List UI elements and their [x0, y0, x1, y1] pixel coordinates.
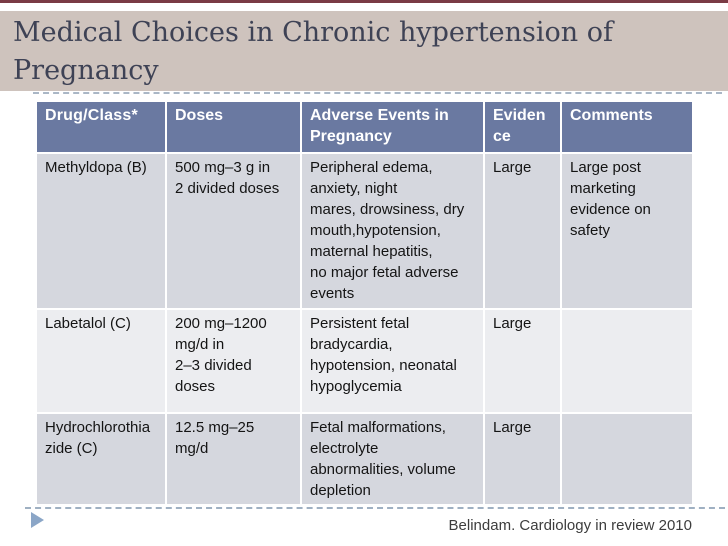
- footer-divider: [25, 507, 725, 509]
- table-row-labetalol: Labetalol (C) 200 mg–1200 mg/d in 2–3 di…: [35, 308, 694, 414]
- header-comments: Comments: [560, 100, 694, 154]
- title-block: Medical Choices in Chronic hypertension …: [0, 11, 728, 91]
- cell-adverse-events: Persistent fetal bradycardia, hypotensio…: [300, 308, 485, 414]
- citation: Belindam. Cardiology in review 2010: [448, 517, 692, 534]
- cell-comments: Large post marketing evidence on safety: [560, 152, 694, 310]
- cell-evidence: Large: [483, 308, 562, 414]
- cell-adverse-events: Peripheral edema, anxiety, night mares, …: [300, 152, 485, 310]
- table-header-row: Drug/Class* Doses Adverse Events in Preg…: [35, 100, 694, 154]
- bullet-arrow-icon: [31, 512, 44, 528]
- drug-table: Drug/Class* Doses Adverse Events in Preg…: [35, 100, 694, 506]
- slide-title: Medical Choices in Chronic hypertension …: [13, 17, 613, 86]
- table-row-methyldopa: Methyldopa (B) 500 mg–3 g in 2 divided d…: [35, 152, 694, 310]
- title-divider: [33, 92, 722, 94]
- table-row-hydrochlorothiazide: Hydrochlorothiazide (C) 12.5 mg–25 mg/d …: [35, 412, 694, 506]
- cell-adverse-events: Fetal malformations, electrolyte abnorma…: [300, 412, 485, 506]
- cell-comments: [560, 412, 694, 506]
- cell-comments: [560, 308, 694, 414]
- top-accent-line: [0, 0, 728, 3]
- cell-doses: 12.5 mg–25 mg/d: [165, 412, 302, 506]
- header-evidence: Evidence: [483, 100, 562, 154]
- header-adverse-events: Adverse Events in Pregnancy: [300, 100, 485, 154]
- header-doses: Doses: [165, 100, 302, 154]
- cell-drug: Labetalol (C): [35, 308, 167, 414]
- header-drug-class: Drug/Class*: [35, 100, 167, 154]
- cell-drug: Hydrochlorothiazide (C): [35, 412, 167, 506]
- cell-evidence: Large: [483, 412, 562, 506]
- cell-doses: 200 mg–1200 mg/d in 2–3 divided doses: [165, 308, 302, 414]
- cell-evidence: Large: [483, 152, 562, 310]
- cell-drug: Methyldopa (B): [35, 152, 167, 310]
- cell-doses: 500 mg–3 g in 2 divided doses: [165, 152, 302, 310]
